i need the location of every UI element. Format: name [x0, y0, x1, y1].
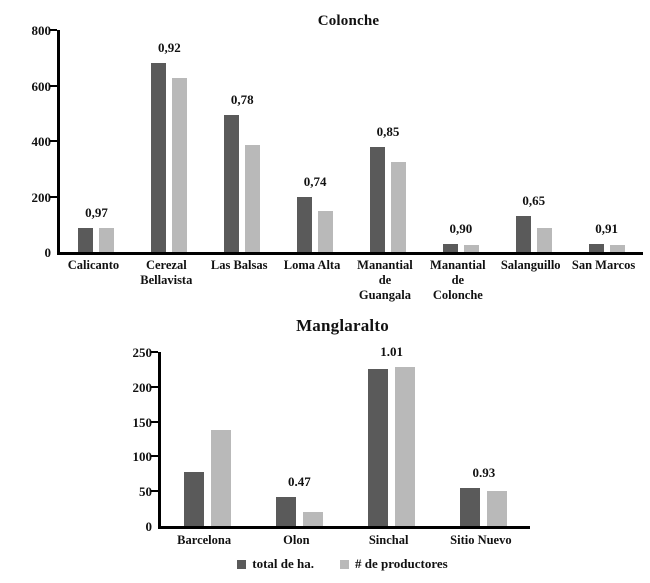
bar-total-de-ha [442, 243, 458, 252]
category-label: Manantial de Colonche [430, 258, 486, 302]
bar-value-label: 0.93 [472, 464, 496, 480]
bar-value-label: 0,85 [376, 123, 400, 139]
bar-group: 0,85 [352, 30, 425, 252]
bar-num-productores [390, 162, 406, 252]
y-axis-tick-mark [151, 455, 158, 458]
bar-total-de-ha [183, 471, 204, 526]
bar-num-productores [210, 430, 231, 526]
legend-swatch-dark-icon [237, 559, 247, 569]
y-axis-tick-mark [151, 490, 158, 493]
category-label: Salanguillo [500, 258, 561, 272]
category-label: Cerezal Bellavista [140, 258, 193, 287]
bar-total-de-ha [460, 487, 481, 526]
y-axis-tick-label: 100 [132, 449, 153, 465]
category-labels-row: Calicanto Cerezal Bellavista Las Balsas Lom… [57, 258, 640, 303]
plot-area: 0 200 400 600 800 0,97 0,92 0,78 0,74 0,85 0,90 0,6… [32, 23, 643, 260]
y-axis-tick-label: 400 [31, 134, 52, 149]
y-axis-tick-label: 200 [31, 189, 52, 205]
category-label: San Marcos [571, 258, 636, 272]
category-label: Sinchal [368, 533, 409, 547]
bar-groups: 0.47 1.01 0.93 [161, 344, 530, 526]
bar-value-label: 0,97 [85, 204, 108, 220]
chart-title: Colonche [317, 13, 380, 29]
bar-num-productores [99, 228, 115, 252]
bar-total-de-ha [151, 63, 167, 252]
category-labels-row: Barcelona Olon Sinchal Sitio Nuevo [158, 533, 527, 548]
bar-group: 1.01 [346, 344, 438, 526]
y-axis-tick-label: 50 [139, 484, 152, 500]
y-axis-tick-mark [50, 84, 57, 87]
y-axis-tick-label: 800 [31, 23, 52, 38]
bar-value-label: 0,92 [157, 40, 181, 56]
bar-value-label: 0,90 [449, 220, 473, 236]
legend-item-label: total de ha. [252, 556, 315, 571]
bar-num-productores [609, 245, 625, 252]
category-label: Manantial de Guangala [357, 258, 413, 302]
bar-num-productores [302, 512, 323, 526]
bar-total-de-ha [78, 227, 94, 252]
bar-total-de-ha [515, 215, 531, 252]
y-axis-tick-mark [50, 140, 57, 142]
y-axis-tick-mark [50, 29, 57, 31]
bar-group: 0,90 [424, 30, 497, 252]
bar-group: 0,65 [497, 30, 570, 252]
bar-value-label: 0.47 [288, 473, 311, 489]
y-axis-tick-label: 150 [132, 414, 153, 430]
bar-num-productores [463, 244, 479, 252]
bar-value-label: 0,91 [595, 221, 618, 237]
legend-item-total-ha: total de ha. [237, 556, 314, 572]
y-axis-tick-mark [151, 351, 158, 353]
category-label: Las Balsas [210, 258, 268, 272]
y-axis-tick-label: 0 [44, 245, 52, 260]
bar-total-de-ha [275, 496, 296, 526]
legend-swatch-light-icon [340, 559, 350, 569]
category-label: Calicanto [67, 258, 120, 272]
bar-num-productores [318, 210, 334, 252]
bar-value-label: 0,78 [230, 91, 254, 107]
bar-group: 0.93 [438, 352, 530, 526]
y-axis-tick-label: 0 [145, 519, 153, 534]
y-axis-tick-label: 600 [31, 78, 52, 94]
bar-total-de-ha [588, 244, 604, 252]
bar-group: 0,92 [133, 30, 206, 252]
bar-value-label: 0,65 [522, 192, 546, 208]
bar-num-productores [172, 78, 188, 252]
bar-total-de-ha [297, 196, 313, 252]
plot-area: 0 50 100 150 200 250 0.47 1.01 0.93 [133, 344, 530, 534]
bar-group [161, 352, 253, 526]
bar-value-label: 1.01 [380, 344, 403, 360]
y-axis-tick-label: 250 [132, 345, 153, 360]
chart-title: Manglaralto [296, 316, 389, 335]
bar-group: 0,97 [60, 30, 133, 252]
legend: total de ha. # de productores [158, 556, 527, 572]
bar-num-productores [536, 228, 552, 252]
legend-item-productores: # de productores [340, 556, 448, 572]
bar-total-de-ha [369, 146, 385, 252]
bar-group: 0,91 [570, 30, 643, 252]
category-label: Sitio Nuevo [450, 533, 512, 547]
bar-num-productores [245, 144, 261, 252]
bar-total-de-ha [368, 369, 389, 526]
bar-num-productores [487, 490, 508, 526]
bar-value-label: 0,74 [303, 173, 327, 189]
category-label: Loma Alta [283, 258, 341, 272]
bar-groups: 0,97 0,92 0,78 0,74 0,85 0,90 0,65 0,91 [60, 30, 643, 252]
legend-item-label: # de productores [355, 556, 448, 571]
category-label: Barcelona [177, 533, 232, 547]
y-axis-tick-label: 200 [132, 379, 153, 395]
bar-num-productores [395, 367, 416, 526]
bar-group: 0,78 [206, 30, 279, 252]
bar-group: 0,74 [279, 30, 352, 252]
bar-group: 0.47 [253, 352, 345, 526]
bar-total-de-ha [224, 114, 240, 252]
y-axis-tick-mark [151, 420, 158, 423]
category-label: Olon [283, 533, 310, 547]
y-axis-tick-mark [50, 195, 57, 198]
y-axis-tick-mark [151, 385, 158, 388]
